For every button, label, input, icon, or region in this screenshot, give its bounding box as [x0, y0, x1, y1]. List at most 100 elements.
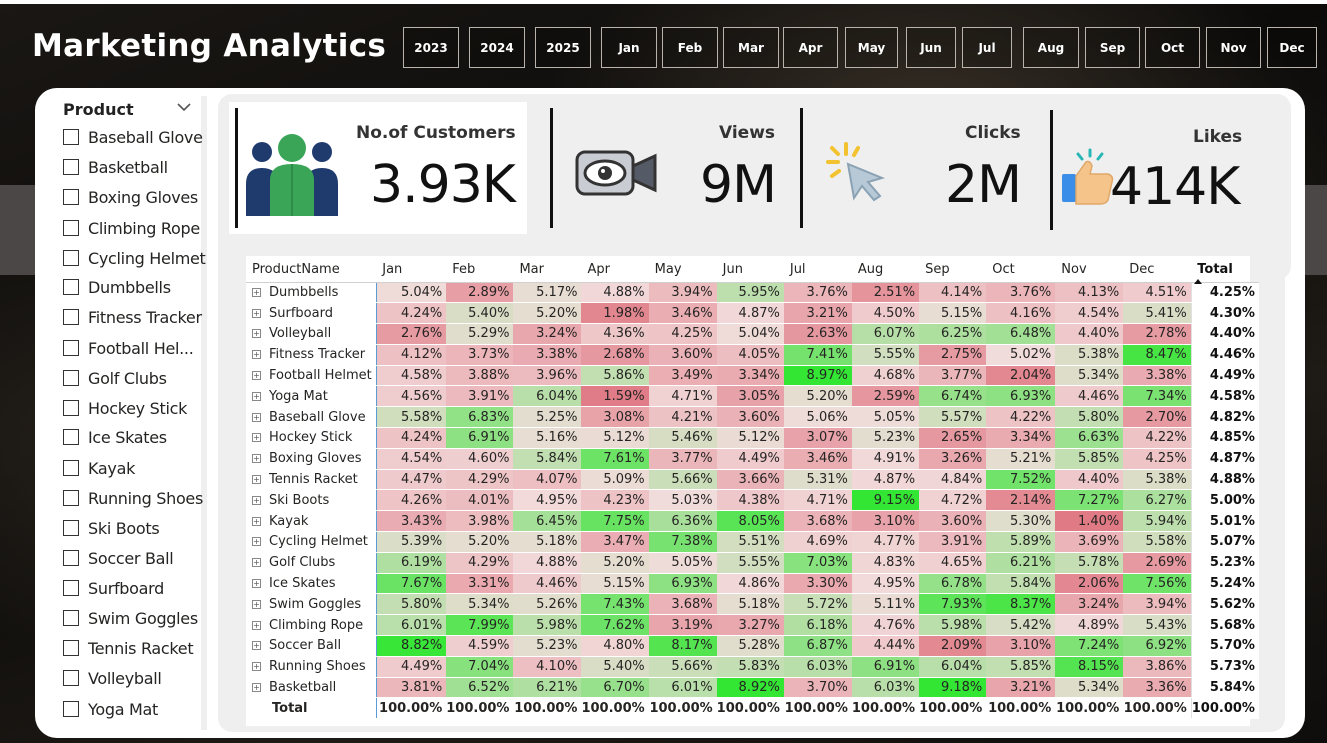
- date-slicer-button-nov[interactable]: Nov: [1206, 27, 1261, 68]
- expand-icon[interactable]: +: [252, 350, 261, 360]
- date-slicer-button-jul[interactable]: Jul: [962, 27, 1012, 68]
- expand-icon[interactable]: +: [252, 412, 261, 422]
- checkbox[interactable]: [63, 670, 79, 686]
- row-header[interactable]: + Cycling Helmet: [246, 531, 377, 553]
- row-header[interactable]: + Yoga Mat: [246, 385, 377, 408]
- checkbox[interactable]: [63, 340, 79, 356]
- checkbox[interactable]: [63, 129, 79, 145]
- expand-icon[interactable]: +: [252, 495, 261, 505]
- product-option[interactable]: Hockey Stick: [63, 397, 187, 419]
- checkbox[interactable]: [63, 429, 79, 445]
- row-header[interactable]: + Kayak: [246, 510, 377, 533]
- expand-icon[interactable]: +: [252, 391, 261, 401]
- date-slicer-button-2025[interactable]: 2025: [535, 27, 591, 68]
- product-option[interactable]: Baseball Glove: [63, 126, 203, 148]
- product-option[interactable]: Football Hel...: [63, 337, 194, 359]
- row-header[interactable]: + Hockey Stick: [246, 427, 377, 449]
- date-slicer-button-2023[interactable]: 2023: [403, 27, 459, 68]
- checkbox[interactable]: [63, 520, 79, 536]
- column-header-mar[interactable]: Mar: [513, 258, 582, 283]
- column-header-apr[interactable]: Apr: [581, 258, 649, 283]
- row-header[interactable]: + Basketball: [246, 677, 377, 699]
- expand-icon[interactable]: +: [252, 599, 261, 609]
- row-header[interactable]: + Running Shoes: [246, 656, 377, 678]
- expand-icon[interactable]: +: [252, 537, 261, 547]
- row-header[interactable]: + Surfboard: [246, 302, 377, 325]
- expand-icon[interactable]: +: [252, 641, 261, 651]
- expand-icon[interactable]: +: [252, 516, 261, 526]
- checkbox[interactable]: [63, 580, 79, 596]
- column-header-total[interactable]: Total: [1191, 258, 1259, 284]
- product-option[interactable]: Dumbbells: [63, 276, 171, 298]
- product-option[interactable]: Surfboard: [63, 577, 164, 599]
- checkbox[interactable]: [63, 400, 79, 416]
- expand-icon[interactable]: +: [252, 579, 261, 589]
- row-header[interactable]: + Climbing Rope: [246, 614, 377, 637]
- checkbox[interactable]: [63, 701, 79, 717]
- checkbox[interactable]: [63, 610, 79, 626]
- product-option[interactable]: Ice Skates: [63, 426, 167, 448]
- date-slicer-button-dec[interactable]: Dec: [1267, 27, 1317, 68]
- expand-icon[interactable]: +: [252, 475, 261, 485]
- column-header-jan[interactable]: Jan: [376, 258, 447, 283]
- row-header[interactable]: + Baseball Glove: [246, 406, 377, 429]
- column-header-sep[interactable]: Sep: [919, 258, 987, 283]
- checkbox[interactable]: [63, 279, 79, 295]
- date-slicer-button-oct[interactable]: Oct: [1145, 27, 1200, 68]
- product-option[interactable]: Golf Clubs: [63, 367, 167, 389]
- column-header-dec[interactable]: Dec: [1123, 258, 1192, 283]
- checkbox[interactable]: [63, 309, 79, 325]
- row-header[interactable]: + Golf Clubs: [246, 552, 377, 574]
- expand-icon[interactable]: +: [252, 329, 261, 339]
- expand-icon[interactable]: +: [252, 454, 261, 464]
- expand-icon[interactable]: +: [252, 620, 261, 630]
- product-option[interactable]: Yoga Mat: [63, 698, 158, 720]
- product-option[interactable]: Ski Boots: [63, 517, 160, 539]
- product-option[interactable]: Fitness Tracker: [63, 306, 202, 328]
- checkbox[interactable]: [63, 220, 79, 236]
- product-option[interactable]: Kayak: [63, 457, 135, 479]
- expand-icon[interactable]: +: [252, 308, 261, 318]
- product-option[interactable]: Boxing Gloves: [63, 186, 198, 208]
- date-slicer-button-feb[interactable]: Feb: [662, 27, 718, 68]
- date-slicer-button-2024[interactable]: 2024: [469, 27, 525, 68]
- expand-icon[interactable]: +: [252, 683, 261, 693]
- product-option[interactable]: Swim Goggles: [63, 607, 198, 629]
- date-slicer-button-sep[interactable]: Sep: [1085, 27, 1140, 68]
- row-header[interactable]: + Boxing Gloves: [246, 448, 377, 470]
- product-option[interactable]: Climbing Rope: [63, 217, 200, 239]
- expand-icon[interactable]: +: [252, 371, 261, 381]
- date-slicer-button-aug[interactable]: Aug: [1023, 27, 1079, 68]
- product-option[interactable]: Basketball: [63, 156, 168, 178]
- checkbox[interactable]: [63, 550, 79, 566]
- row-header[interactable]: + Soccer Ball: [246, 635, 377, 657]
- product-option[interactable]: Running Shoes: [63, 487, 203, 509]
- column-header-may[interactable]: May: [648, 258, 717, 283]
- row-header[interactable]: + Swim Goggles: [246, 593, 377, 616]
- checkbox[interactable]: [63, 189, 79, 205]
- expand-icon[interactable]: +: [252, 433, 261, 443]
- date-slicer-button-jan[interactable]: Jan: [601, 27, 657, 68]
- column-header-jun[interactable]: Jun: [716, 258, 784, 283]
- row-header[interactable]: + Football Helmet: [246, 365, 377, 387]
- column-header-productname[interactable]: ProductName: [246, 258, 377, 283]
- checkbox[interactable]: [63, 250, 79, 266]
- column-header-aug[interactable]: Aug: [851, 258, 920, 283]
- chevron-down-icon[interactable]: [176, 100, 192, 114]
- row-header[interactable]: + Ski Boots: [246, 489, 377, 512]
- product-option[interactable]: Soccer Ball: [63, 547, 174, 569]
- product-option[interactable]: Volleyball: [63, 667, 162, 689]
- expand-icon[interactable]: +: [252, 287, 261, 297]
- checkbox[interactable]: [63, 490, 79, 506]
- expand-icon[interactable]: +: [252, 662, 261, 672]
- column-header-jul[interactable]: Jul: [783, 258, 852, 283]
- sort-ascending-icon[interactable]: [1194, 278, 1203, 284]
- checkbox[interactable]: [63, 370, 79, 386]
- column-header-feb[interactable]: Feb: [446, 258, 514, 283]
- date-slicer-button-apr[interactable]: Apr: [783, 27, 838, 68]
- row-header[interactable]: + Tennis Racket: [246, 469, 377, 491]
- row-header[interactable]: + Fitness Tracker: [246, 344, 377, 366]
- row-header[interactable]: + Dumbbells: [246, 282, 377, 304]
- column-header-oct[interactable]: Oct: [986, 258, 1056, 283]
- product-option[interactable]: Cycling Helmet: [63, 247, 206, 269]
